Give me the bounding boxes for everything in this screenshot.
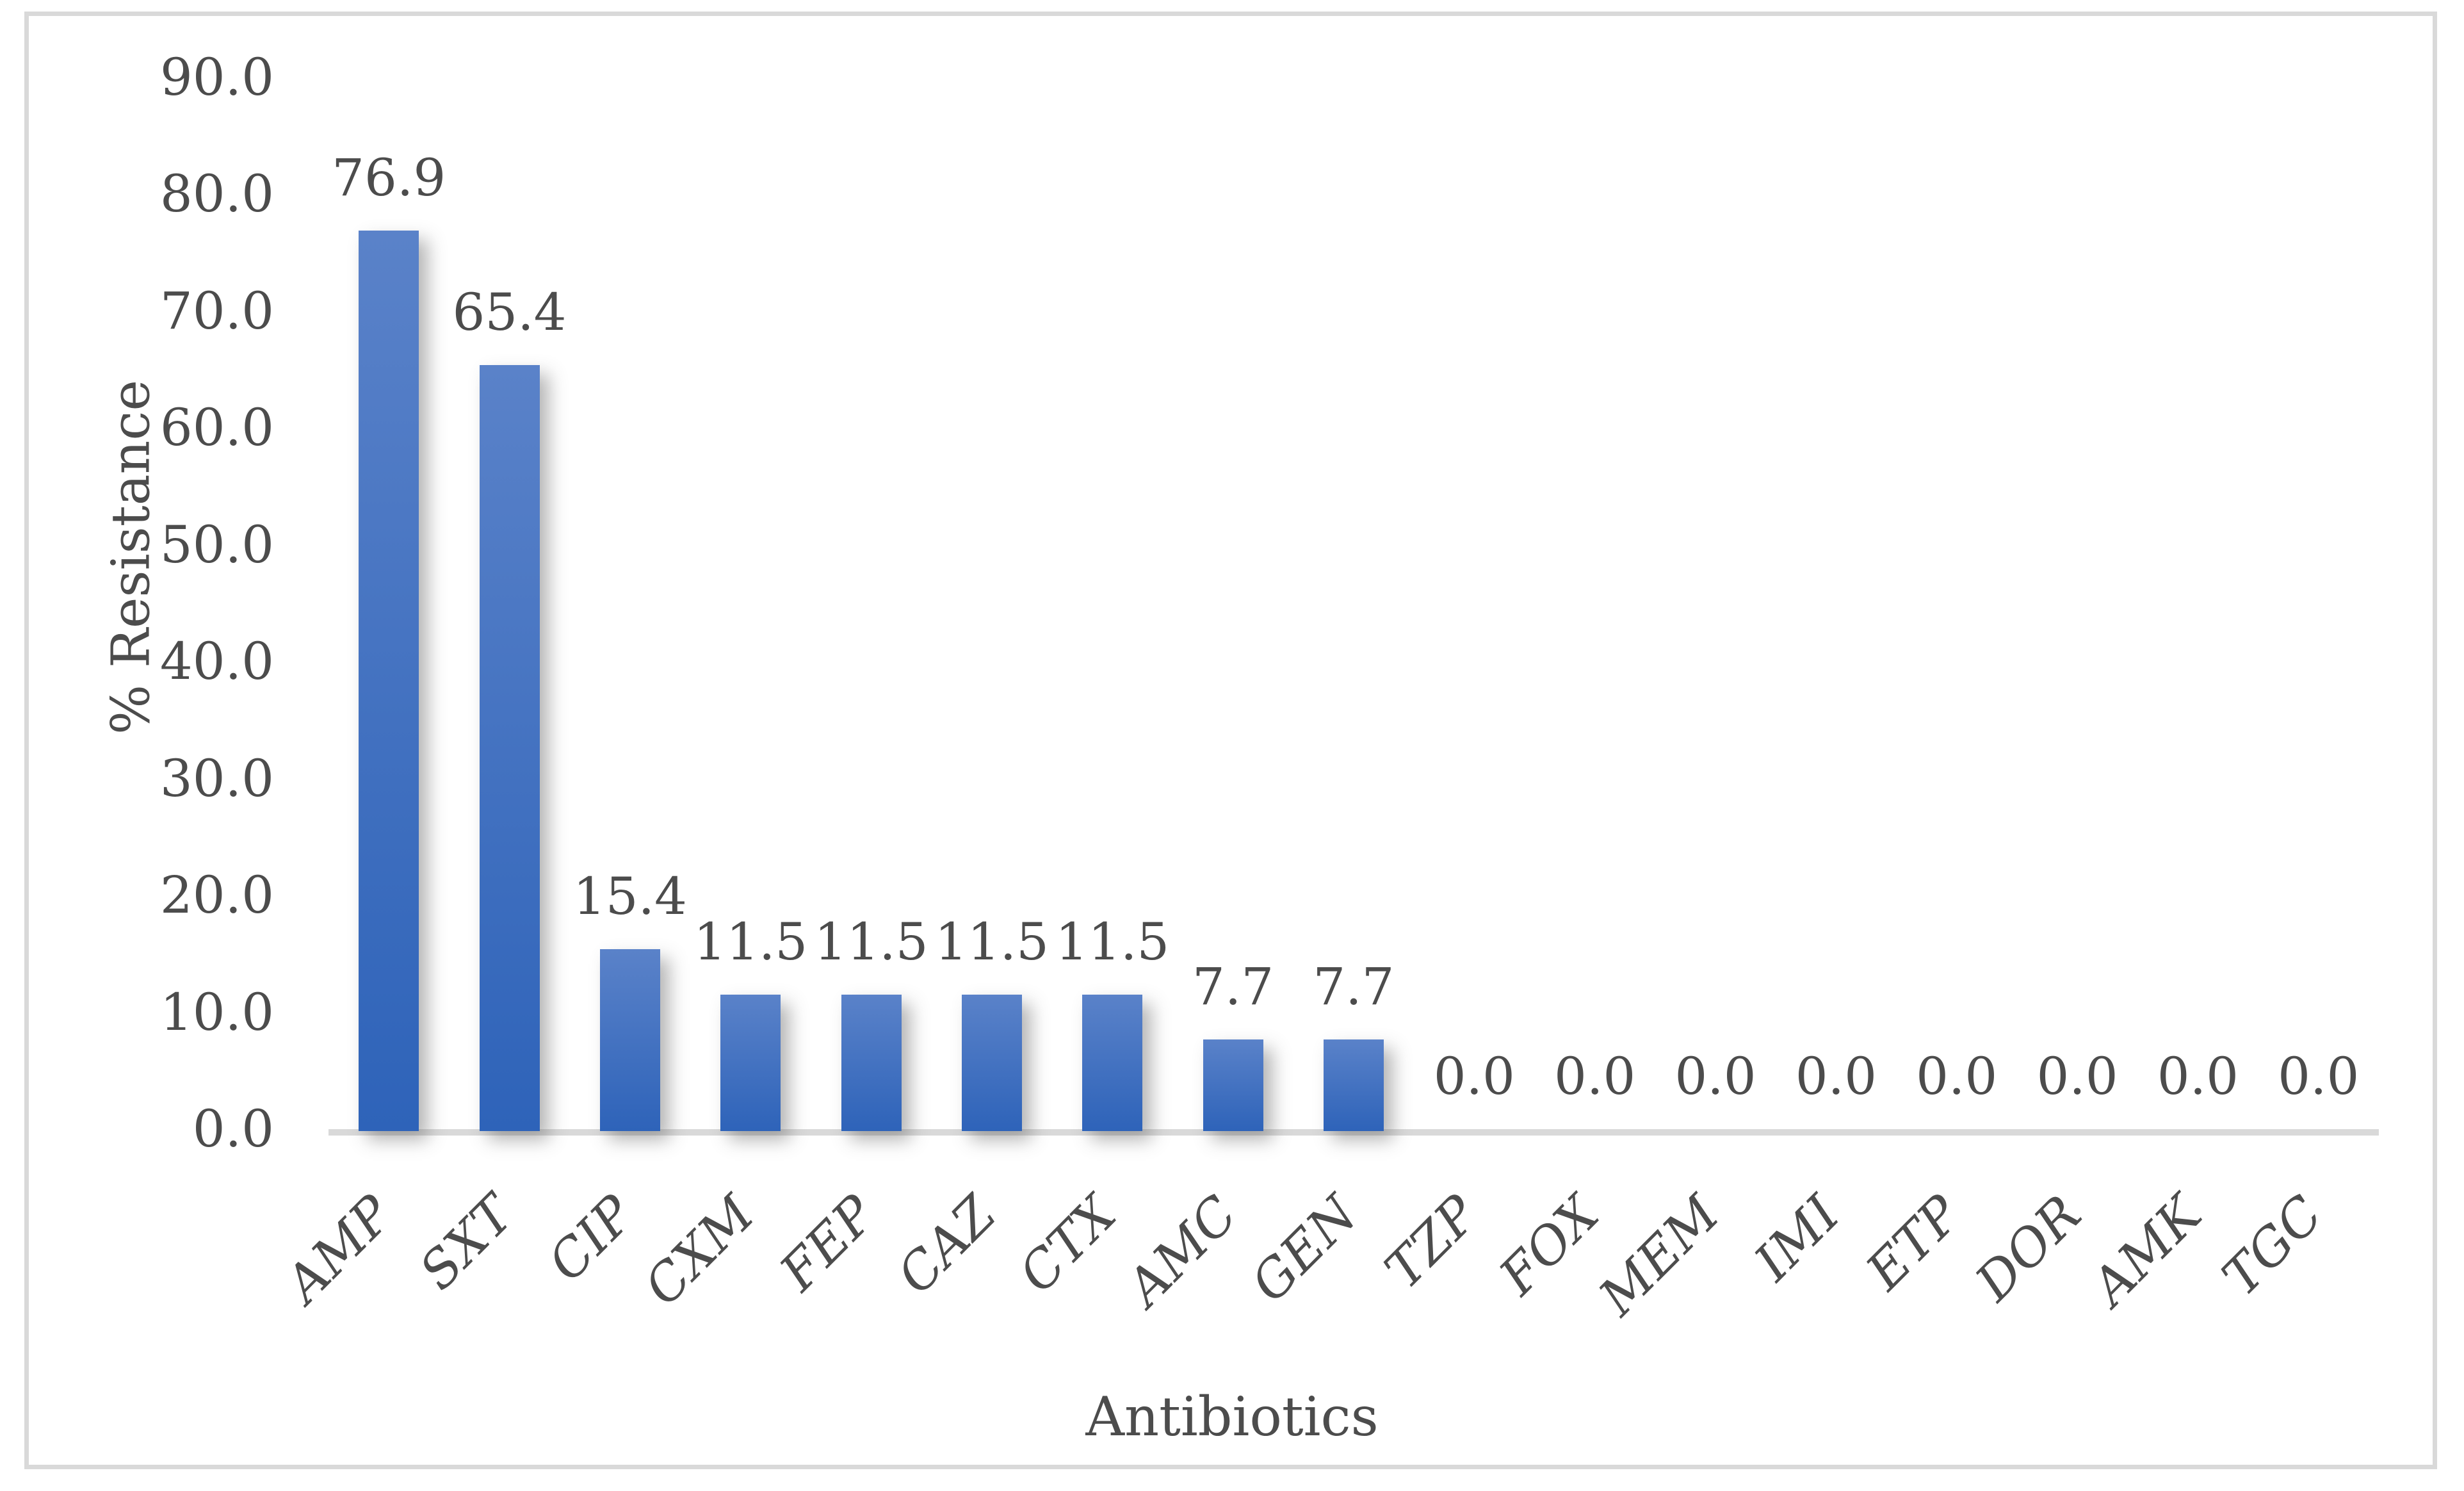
bar-value-label: 0.0 xyxy=(1795,1047,1877,1106)
figure-border xyxy=(24,12,2437,1469)
bar xyxy=(961,995,1022,1131)
y-tick-label: 90.0 xyxy=(159,47,274,107)
bar xyxy=(720,995,781,1131)
bar-value-label: 11.5 xyxy=(934,912,1049,972)
bar-value-label: 65.4 xyxy=(452,282,567,342)
y-tick-label: 70.0 xyxy=(159,281,274,341)
bar-value-label: 11.5 xyxy=(1055,912,1170,972)
bar xyxy=(1203,1039,1263,1131)
y-tick-label: 40.0 xyxy=(159,631,274,692)
y-tick-label: 0.0 xyxy=(192,1099,274,1159)
bar-value-label: 7.7 xyxy=(1313,956,1395,1016)
bar-value-label: 11.5 xyxy=(814,912,928,972)
bar-value-label: 11.5 xyxy=(693,912,808,972)
y-tick-label: 30.0 xyxy=(159,748,274,808)
bar-value-label: 0.0 xyxy=(1554,1047,1636,1106)
bar xyxy=(599,949,660,1131)
bar xyxy=(479,364,540,1131)
bar-value-label: 0.0 xyxy=(1433,1047,1515,1106)
bar xyxy=(1323,1039,1384,1131)
bar xyxy=(841,995,902,1131)
bar-value-label: 15.4 xyxy=(572,867,687,927)
y-tick-label: 50.0 xyxy=(159,514,274,574)
bar-value-label: 0.0 xyxy=(1916,1047,1998,1106)
y-tick-label: 80.0 xyxy=(159,164,274,224)
x-axis-line xyxy=(328,1129,2379,1136)
bar-value-label: 76.9 xyxy=(332,148,446,208)
bar xyxy=(359,231,419,1131)
x-axis-title: Antibiotics xyxy=(1085,1385,1379,1448)
bar xyxy=(1082,995,1143,1131)
bar-value-label: 0.0 xyxy=(2278,1047,2360,1106)
y-tick-label: 60.0 xyxy=(159,398,274,458)
y-tick-label: 10.0 xyxy=(159,982,274,1042)
bar-value-label: 0.0 xyxy=(2157,1047,2239,1106)
bar-value-label: 0.0 xyxy=(1674,1047,1756,1106)
bar-value-label: 0.0 xyxy=(2036,1047,2118,1106)
bar-value-label: 7.7 xyxy=(1192,956,1274,1016)
y-tick-label: 20.0 xyxy=(159,865,274,925)
